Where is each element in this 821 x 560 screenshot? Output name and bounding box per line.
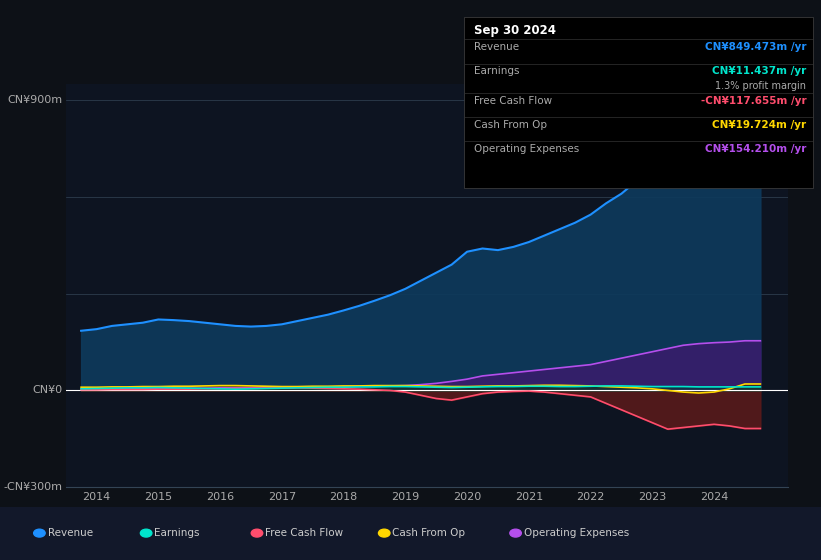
Text: Cash From Op: Cash From Op — [392, 528, 466, 538]
Text: Earnings: Earnings — [474, 67, 519, 76]
Text: Revenue: Revenue — [48, 528, 93, 538]
Text: CN¥11.437m /yr: CN¥11.437m /yr — [712, 67, 806, 76]
Text: 1.3% profit margin: 1.3% profit margin — [715, 81, 806, 91]
Text: Operating Expenses: Operating Expenses — [474, 144, 579, 154]
Text: Operating Expenses: Operating Expenses — [524, 528, 629, 538]
Text: CN¥900m: CN¥900m — [7, 95, 62, 105]
Text: CN¥154.210m /yr: CN¥154.210m /yr — [705, 144, 806, 154]
Text: CN¥0: CN¥0 — [32, 385, 62, 395]
Text: CN¥849.473m /yr: CN¥849.473m /yr — [704, 43, 806, 52]
Text: Cash From Op: Cash From Op — [474, 120, 547, 130]
Text: -CN¥117.655m /yr: -CN¥117.655m /yr — [700, 96, 806, 106]
Text: -CN¥300m: -CN¥300m — [3, 482, 62, 492]
Text: CN¥19.724m /yr: CN¥19.724m /yr — [712, 120, 806, 130]
Text: Sep 30 2024: Sep 30 2024 — [474, 24, 556, 36]
Text: Free Cash Flow: Free Cash Flow — [265, 528, 343, 538]
Text: Earnings: Earnings — [154, 528, 200, 538]
Text: Revenue: Revenue — [474, 43, 519, 52]
Text: Free Cash Flow: Free Cash Flow — [474, 96, 552, 106]
